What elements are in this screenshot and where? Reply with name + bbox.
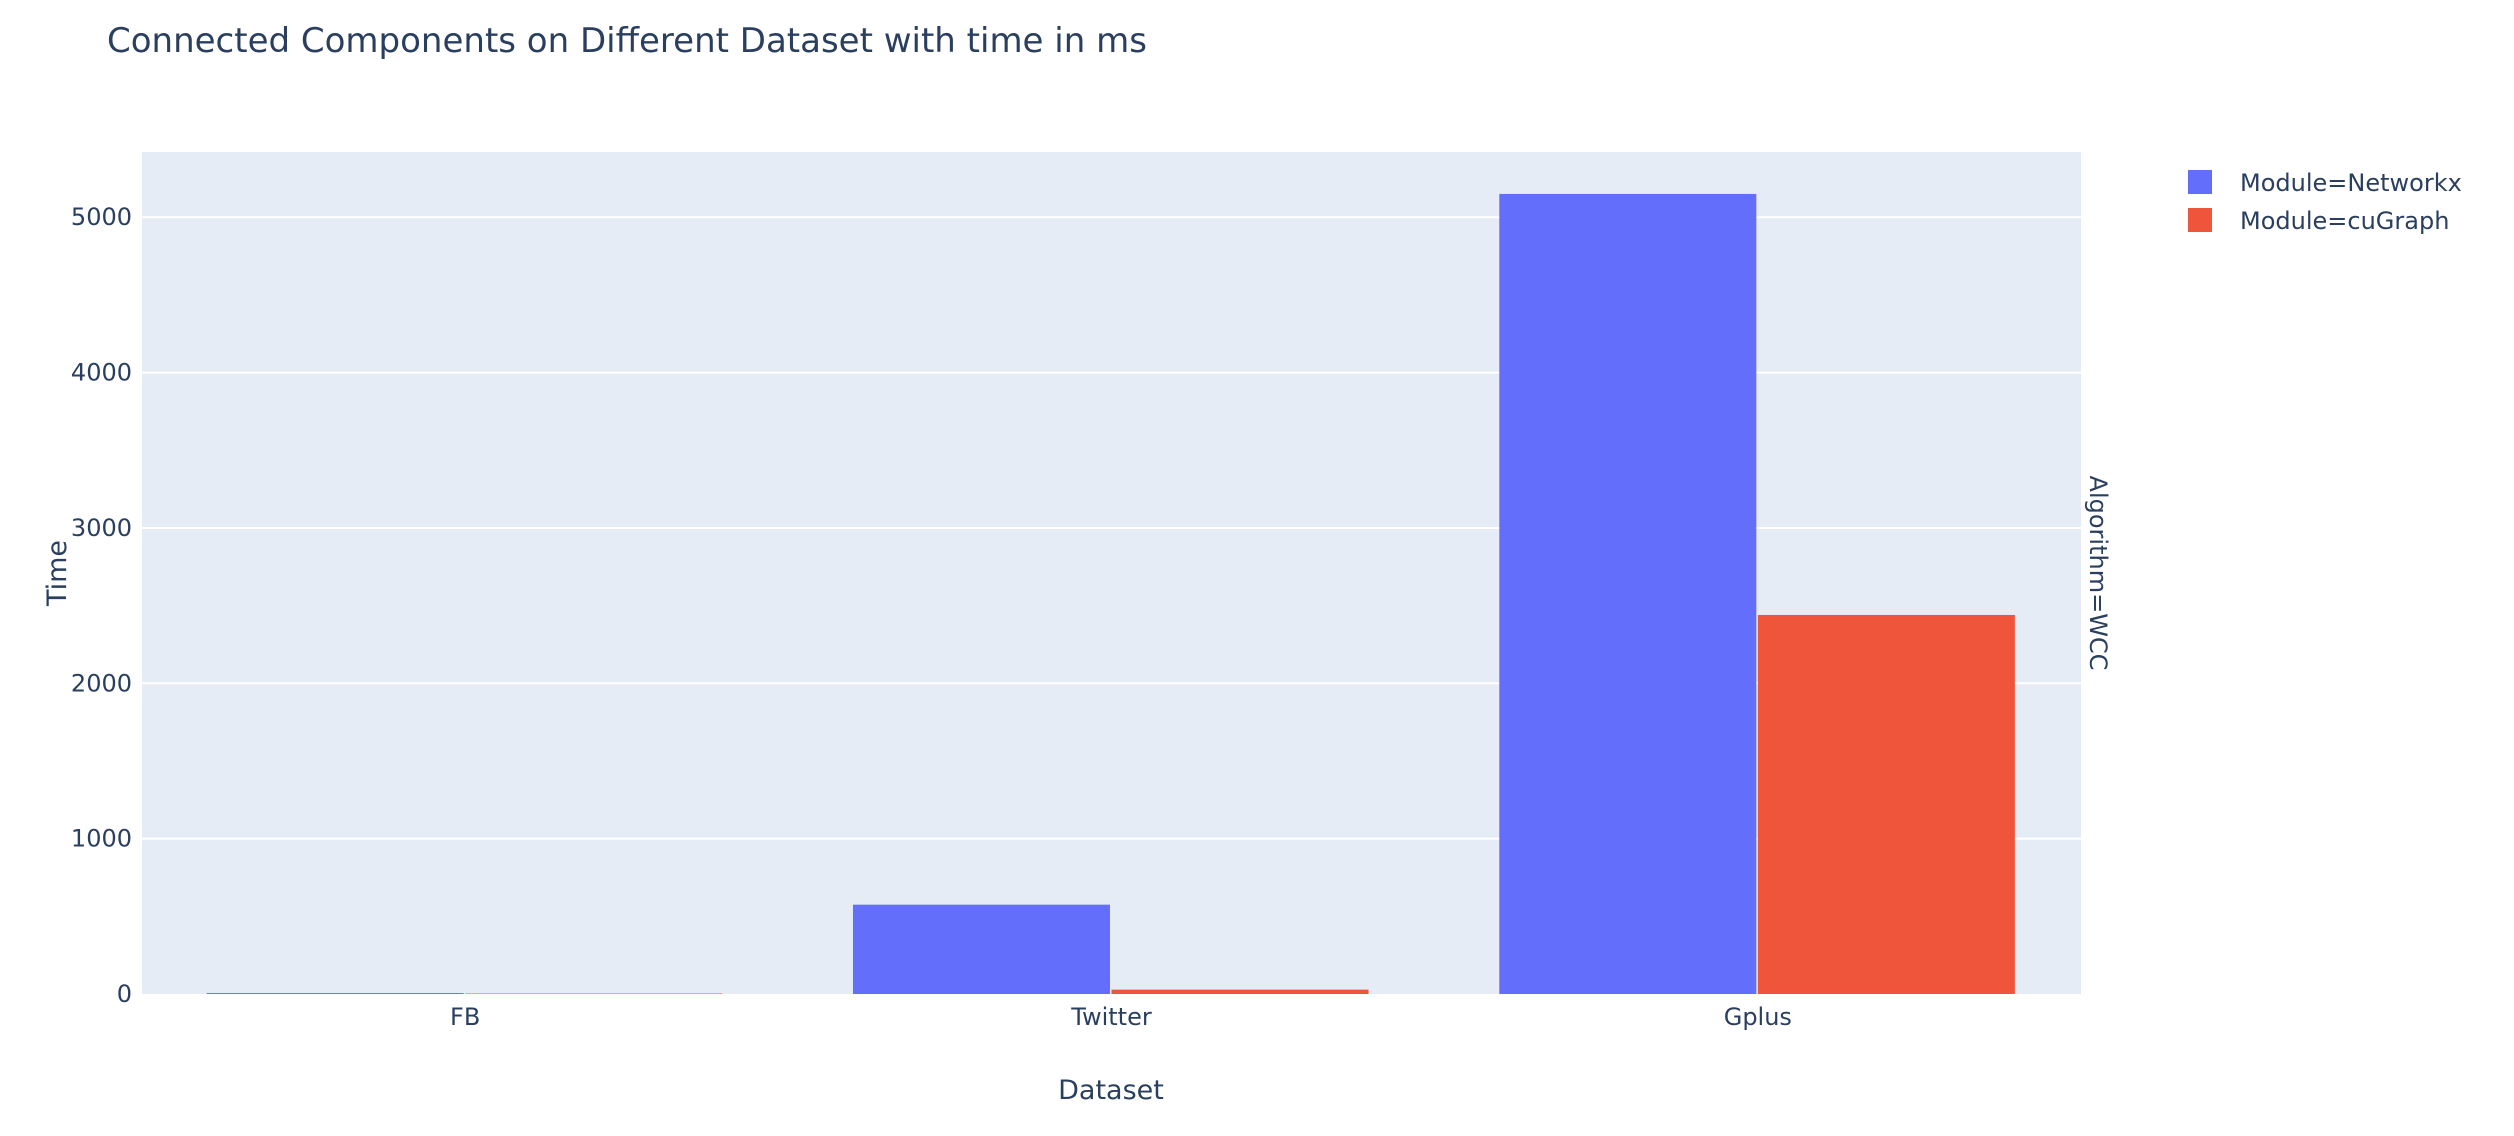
x-tick-label: FB [450,1003,480,1031]
bar-twitter-networkx [852,904,1110,994]
x-tick-labels: FB Twitter Gplus [450,1003,1792,1031]
x-axis-title: Dataset [1058,1075,1164,1106]
y-tick-label: 3000 [71,514,132,542]
bar-gplus-cugraph [1757,614,2015,994]
y-tick-label: 0 [117,980,132,1008]
bar-gplus-networkx [1499,193,1757,995]
bars [206,193,2015,995]
bar-fb-networkx [206,993,464,994]
legend: Module=Networkx Module=cuGraph [2188,169,2462,235]
y-tick-labels: 0 1000 2000 3000 4000 5000 [71,203,132,1008]
y-tick-label: 5000 [71,203,132,231]
y-axis-title: Time [42,540,73,607]
bar-fb-cugraph [465,993,723,995]
x-tick-label: Twitter [1070,1003,1152,1031]
legend-entry: Module=cuGraph [2240,207,2449,235]
y-tick-label: 1000 [71,825,132,853]
y-tick-label: 2000 [71,669,132,697]
legend-swatch [2188,170,2212,194]
x-tick-label: Gplus [1724,1003,1792,1031]
legend-swatch [2188,208,2212,232]
facet-label: Algorithm=WCC [2084,476,2112,671]
chart-title: Connected Components on Different Datase… [107,21,1147,61]
legend-entry: Module=Networkx [2240,169,2462,197]
y-tick-label: 4000 [71,359,132,387]
bar-twitter-cugraph [1111,989,1369,994]
